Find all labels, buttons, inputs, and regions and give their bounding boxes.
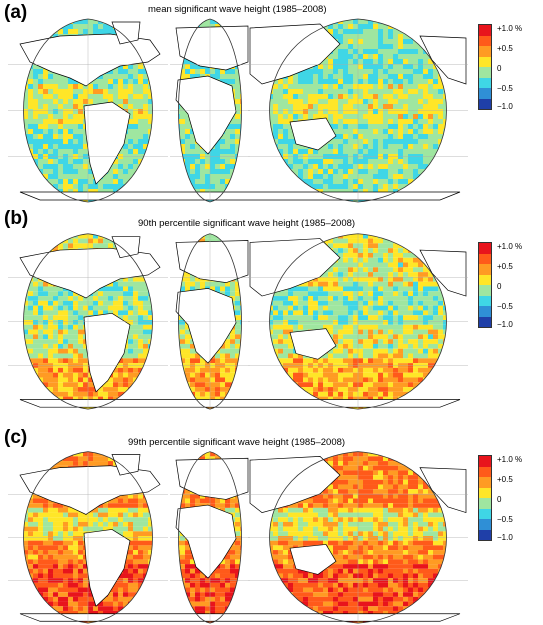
colorbar-tick: +0.5 <box>497 475 513 484</box>
colorbar-tick: 0 <box>497 64 502 73</box>
colorbar-segment <box>479 316 491 327</box>
world-map <box>8 233 468 410</box>
panel-label: (b) <box>4 208 29 229</box>
map-lobe-outline <box>23 451 153 624</box>
map-lobe-outline <box>269 233 447 410</box>
colorbar-segment <box>479 67 491 78</box>
world-map <box>8 18 468 203</box>
panel-title: 90th percentile significant wave height … <box>138 218 356 229</box>
colorbar <box>478 455 492 541</box>
colorbar-segment <box>479 274 491 285</box>
colorbar-segment <box>479 56 491 67</box>
panel-b: (b) 90th percentile significant wave hei… <box>0 208 543 411</box>
colorbar-segment <box>479 295 491 306</box>
colorbar-segment <box>479 508 491 519</box>
colorbar-tick: 0 <box>497 495 502 504</box>
colorbar-tick: −0.5 <box>497 515 513 524</box>
colorbar-segment <box>479 243 491 254</box>
colorbar-segment <box>479 98 491 109</box>
colorbar-segment <box>479 285 491 296</box>
colorbar-segment <box>479 456 491 467</box>
colorbar-tick: 0 <box>497 282 502 291</box>
colorbar-tick: +1.0 % <box>497 242 523 251</box>
colorbar-tick: −1.0 <box>497 102 513 111</box>
panel-title: 99th percentile significant wave height … <box>128 437 346 448</box>
colorbar-segment <box>479 306 491 317</box>
map-lobe-outline <box>269 451 447 624</box>
world-map <box>8 451 468 624</box>
colorbar-tick: −1.0 <box>497 320 513 329</box>
colorbar-segment <box>479 466 491 477</box>
panel-title: mean significant wave height (1985–2008) <box>148 4 327 15</box>
colorbar-segment <box>479 519 491 530</box>
colorbar-segment <box>479 77 491 88</box>
colorbar-segment <box>479 487 491 498</box>
colorbar-tick: −1.0 <box>497 533 513 542</box>
map-lobe-outline <box>23 233 153 410</box>
colorbar <box>478 242 492 328</box>
colorbar-tick: +0.5 <box>497 44 513 53</box>
colorbar-segment <box>479 88 491 99</box>
land-masses <box>19 21 467 201</box>
map-lobe-outline <box>178 233 242 410</box>
colorbar <box>478 24 492 110</box>
map-lobe-outline <box>269 18 447 203</box>
colorbar-tick: −0.5 <box>497 84 513 93</box>
colorbar-segment <box>479 35 491 46</box>
colorbar-segment <box>479 25 491 36</box>
map-lobe-outline <box>178 18 242 203</box>
colorbar-tick: +1.0 % <box>497 24 523 33</box>
panel-label: (a) <box>4 2 28 23</box>
colorbar-tick: +1.0 % <box>497 455 523 464</box>
colorbar-segment <box>479 253 491 264</box>
colorbar-segment <box>479 46 491 57</box>
colorbar-tick: +0.5 <box>497 262 513 271</box>
panel-label: (c) <box>4 427 28 448</box>
colorbar-segment <box>479 498 491 509</box>
map-lobe-outline <box>178 451 242 624</box>
colorbar-segment <box>479 477 491 488</box>
colorbar-segment <box>479 529 491 540</box>
panel-a: (a) mean significant wave height (1985–2… <box>0 0 543 205</box>
panel-c: (c) 99th percentile significant wave hei… <box>0 419 543 625</box>
map-lobe-outline <box>23 18 153 203</box>
land-masses <box>19 454 467 622</box>
land-masses <box>19 236 467 408</box>
colorbar-tick: −0.5 <box>497 302 513 311</box>
colorbar-segment <box>479 264 491 275</box>
